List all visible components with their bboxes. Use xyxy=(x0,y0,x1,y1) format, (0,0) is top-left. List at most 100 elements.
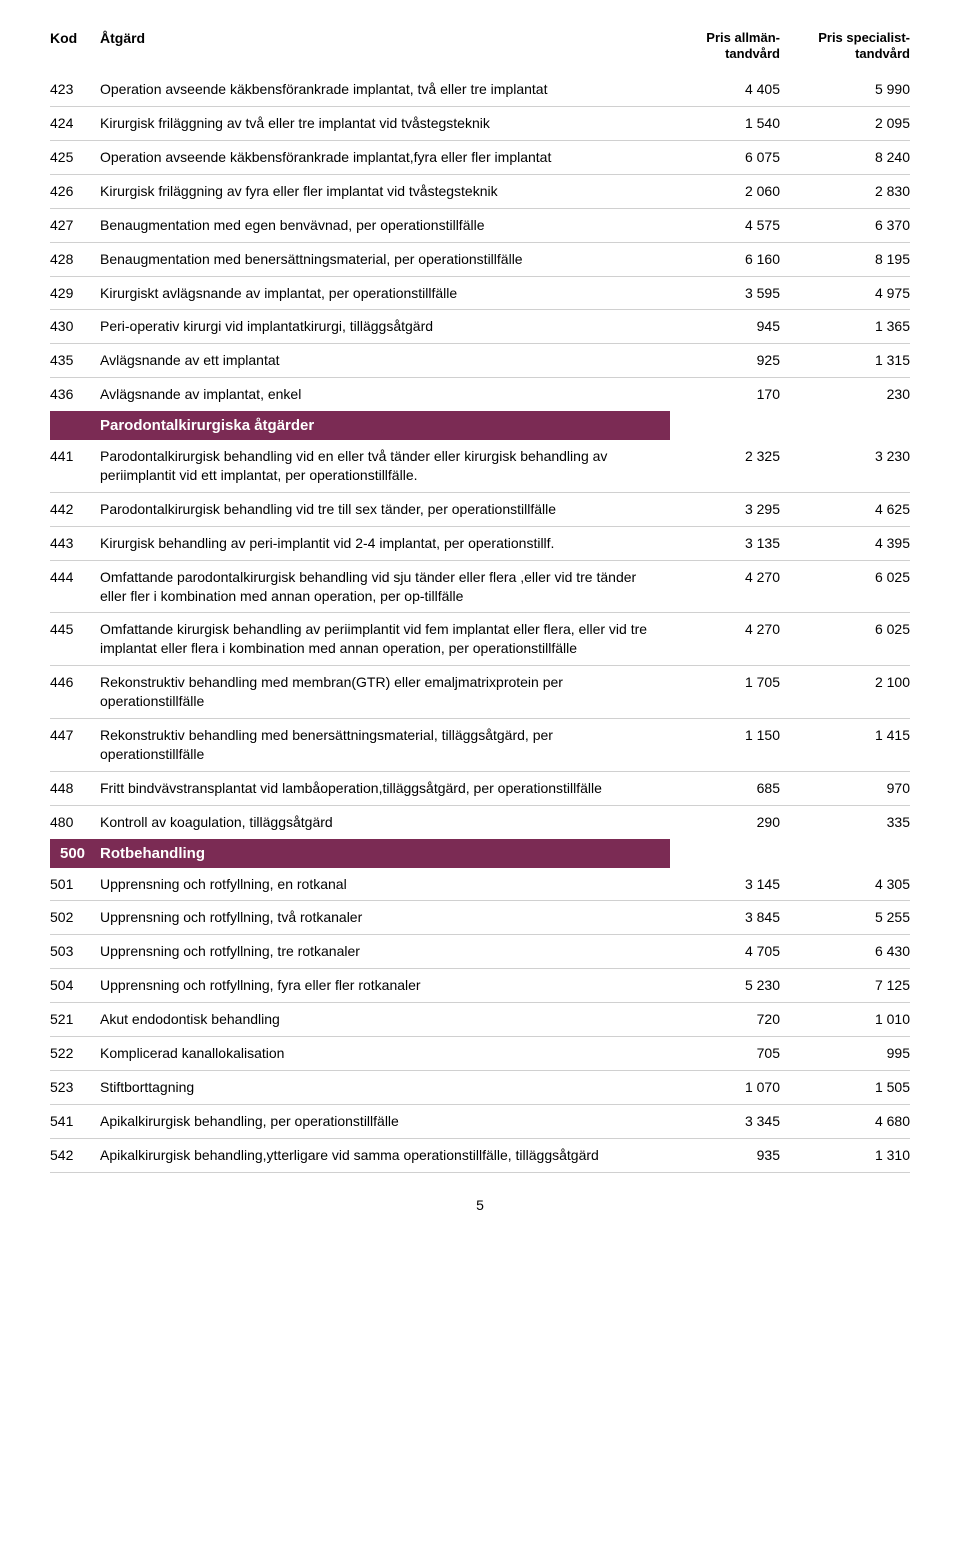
cell-atgard: Upprensning och rotfyllning, fyra eller … xyxy=(100,976,670,995)
cell-price1: 705 xyxy=(670,1044,780,1063)
cell-kod: 504 xyxy=(50,976,100,995)
header-p2a: Pris specialist- xyxy=(818,30,910,45)
cell-kod: 428 xyxy=(50,250,100,269)
table-row: 425Operation avseende käkbensförankrade … xyxy=(50,141,910,175)
cell-price2: 1 365 xyxy=(780,317,910,336)
cell-price1: 935 xyxy=(670,1146,780,1165)
cell-price2: 1 010 xyxy=(780,1010,910,1029)
cell-price2: 1 315 xyxy=(780,351,910,370)
table-row: 441Parodontalkirurgisk behandling vid en… xyxy=(50,440,910,493)
cell-atgard: Upprensning och rotfyllning, en rotkanal xyxy=(100,875,670,894)
table-row: 427Benaugmentation med egen benvävnad, p… xyxy=(50,209,910,243)
cell-atgard: Benaugmentation med benersättningsmateri… xyxy=(100,250,670,269)
cell-price2: 6 025 xyxy=(780,568,910,587)
cell-kod: 430 xyxy=(50,317,100,336)
cell-price2: 2 830 xyxy=(780,182,910,201)
cell-price2: 1 310 xyxy=(780,1146,910,1165)
cell-price1: 170 xyxy=(670,385,780,404)
cell-price1: 4 270 xyxy=(670,568,780,587)
cell-price1: 1 070 xyxy=(670,1078,780,1097)
cell-price1: 4 705 xyxy=(670,942,780,961)
cell-price1: 685 xyxy=(670,779,780,798)
cell-atgard: Komplicerad kanallokalisation xyxy=(100,1044,670,1063)
cell-atgard: Akut endodontisk behandling xyxy=(100,1010,670,1029)
table-row: 442Parodontalkirurgisk behandling vid tr… xyxy=(50,493,910,527)
cell-kod: 427 xyxy=(50,216,100,235)
cell-atgard: Rekonstruktiv behandling med membran(GTR… xyxy=(100,673,670,711)
section-kod: 500 xyxy=(60,845,100,862)
cell-price1: 6 075 xyxy=(670,148,780,167)
table-row: 502Upprensning och rotfyllning, två rotk… xyxy=(50,901,910,935)
section-kod xyxy=(60,417,100,434)
cell-price2: 8 240 xyxy=(780,148,910,167)
header-atgard: Åtgärd xyxy=(100,30,670,61)
cell-price1: 3 345 xyxy=(670,1112,780,1131)
cell-kod: 435 xyxy=(50,351,100,370)
table-row: 428Benaugmentation med benersättningsmat… xyxy=(50,243,910,277)
table-row: 423Operation avseende käkbensförankrade … xyxy=(50,73,910,107)
cell-atgard: Apikalkirurgisk behandling, per operatio… xyxy=(100,1112,670,1131)
cell-kod: 542 xyxy=(50,1146,100,1165)
cell-kod: 448 xyxy=(50,779,100,798)
cell-kod: 522 xyxy=(50,1044,100,1063)
section-title: Rotbehandling xyxy=(100,845,660,862)
table-header: Kod Åtgärd Pris allmän- tandvård Pris sp… xyxy=(50,30,910,67)
cell-atgard: Parodontalkirurgisk behandling vid tre t… xyxy=(100,500,670,519)
cell-atgard: Operation avseende käkbensförankrade imp… xyxy=(100,148,670,167)
cell-price2: 1 505 xyxy=(780,1078,910,1097)
cell-kod: 436 xyxy=(50,385,100,404)
cell-kod: 541 xyxy=(50,1112,100,1131)
table-row: 445Omfattande kirurgisk behandling av pe… xyxy=(50,613,910,666)
cell-price2: 7 125 xyxy=(780,976,910,995)
cell-atgard: Avlägsnande av ett implantat xyxy=(100,351,670,370)
table-row: 542Apikalkirurgisk behandling,ytterligar… xyxy=(50,1139,910,1173)
cell-price2: 335 xyxy=(780,813,910,832)
cell-atgard: Fritt bindvävstransplantat vid lambåoper… xyxy=(100,779,670,798)
cell-price1: 1 150 xyxy=(670,726,780,745)
cell-price1: 1 705 xyxy=(670,673,780,692)
cell-price1: 5 230 xyxy=(670,976,780,995)
section-title: Parodontalkirurgiska åtgärder xyxy=(100,417,660,434)
cell-atgard: Avlägsnande av implantat, enkel xyxy=(100,385,670,404)
cell-atgard: Peri-operativ kirurgi vid implantatkirur… xyxy=(100,317,670,336)
cell-kod: 480 xyxy=(50,813,100,832)
cell-price1: 925 xyxy=(670,351,780,370)
cell-price2: 230 xyxy=(780,385,910,404)
cell-price2: 5 255 xyxy=(780,908,910,927)
cell-kod: 443 xyxy=(50,534,100,553)
cell-kod: 442 xyxy=(50,500,100,519)
table-row: 503Upprensning och rotfyllning, tre rotk… xyxy=(50,935,910,969)
cell-atgard: Benaugmentation med egen benvävnad, per … xyxy=(100,216,670,235)
cell-kod: 429 xyxy=(50,284,100,303)
cell-kod: 424 xyxy=(50,114,100,133)
cell-price2: 4 625 xyxy=(780,500,910,519)
cell-atgard: Kirurgisk behandling av peri-implantit v… xyxy=(100,534,670,553)
table-row: 424Kirurgisk friläggning av två eller tr… xyxy=(50,107,910,141)
table-row: 448Fritt bindvävstransplantat vid lambåo… xyxy=(50,772,910,806)
table-row: 436Avlägsnande av implantat, enkel170230 xyxy=(50,378,910,411)
table-row: 501Upprensning och rotfyllning, en rotka… xyxy=(50,868,910,902)
cell-kod: 444 xyxy=(50,568,100,587)
cell-price1: 3 295 xyxy=(670,500,780,519)
cell-kod: 426 xyxy=(50,182,100,201)
cell-price1: 1 540 xyxy=(670,114,780,133)
cell-atgard: Operation avseende käkbensförankrade imp… xyxy=(100,80,670,99)
cell-kod: 423 xyxy=(50,80,100,99)
cell-atgard: Stiftborttagning xyxy=(100,1078,670,1097)
cell-price2: 6 025 xyxy=(780,620,910,639)
cell-price2: 4 680 xyxy=(780,1112,910,1131)
cell-atgard: Kirurgisk friläggning av fyra eller fler… xyxy=(100,182,670,201)
section-parodontal: Parodontalkirurgiska åtgärder xyxy=(50,411,910,440)
table-row: 426Kirurgisk friläggning av fyra eller f… xyxy=(50,175,910,209)
cell-price1: 4 575 xyxy=(670,216,780,235)
table-row: 522Komplicerad kanallokalisation705995 xyxy=(50,1037,910,1071)
cell-price2: 4 395 xyxy=(780,534,910,553)
header-p1a: Pris allmän- xyxy=(706,30,780,45)
cell-price2: 6 430 xyxy=(780,942,910,961)
cell-price2: 4 305 xyxy=(780,875,910,894)
cell-price2: 4 975 xyxy=(780,284,910,303)
cell-atgard: Rekonstruktiv behandling med benersättni… xyxy=(100,726,670,764)
header-p2b: tandvård xyxy=(855,46,910,61)
cell-atgard: Omfattande kirurgisk behandling av perii… xyxy=(100,620,670,658)
cell-price1: 4 270 xyxy=(670,620,780,639)
